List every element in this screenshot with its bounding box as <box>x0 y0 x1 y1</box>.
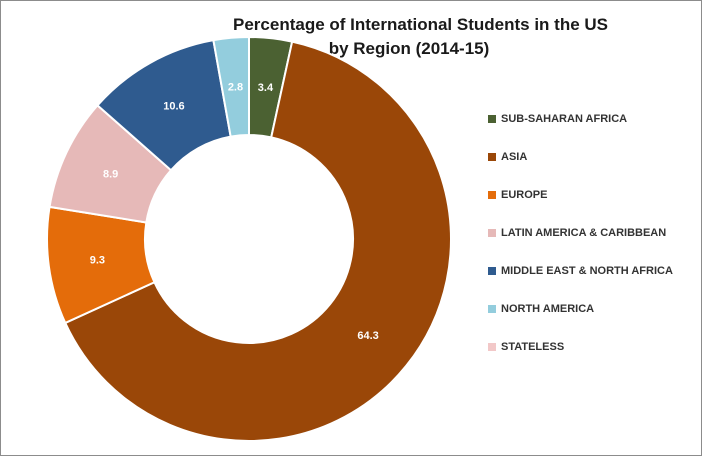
legend-item: EUROPE <box>488 185 698 204</box>
slice-value-label-0: 3.4 <box>258 82 274 94</box>
legend-swatch <box>488 190 496 199</box>
legend-item: NORTH AMERICA <box>488 299 698 318</box>
slice-value-label-5: 2.8 <box>228 82 243 94</box>
legend-label: STATELESS <box>501 340 565 353</box>
legend-swatch <box>488 266 496 275</box>
donut-slice-5 <box>212 35 250 138</box>
chart-legend: SUB-SAHARAN AFRICA ASIA EUROPE LATIN AMERIC… <box>488 109 698 375</box>
legend-swatch <box>488 342 496 351</box>
legend-label: NORTH AMERICA <box>501 302 595 315</box>
legend-item: SUB-SAHARAN AFRICA <box>488 109 698 128</box>
legend-swatch <box>488 152 496 161</box>
legend-item: ASIA <box>488 147 698 166</box>
donut-slice-1 <box>63 40 452 442</box>
chart-title: Percentage of International Students in … <box>233 13 608 61</box>
legend-label: LATIN AMERICA & CARIBBEAN <box>501 226 667 239</box>
legend-label: EUROPE <box>501 188 548 201</box>
legend-swatch <box>488 228 496 237</box>
chart-title-line-1: Percentage of International Students in … <box>233 15 608 34</box>
slice-value-label-4: 10.6 <box>163 101 184 113</box>
legend-swatch <box>488 114 496 123</box>
legend-item: MIDDLE EAST & NORTH AFRICA <box>488 261 698 280</box>
legend-label: SUB-SAHARAN AFRICA <box>501 112 628 125</box>
legend-swatch <box>488 304 496 313</box>
slice-value-label-3: 8.9 <box>103 169 118 181</box>
chart-title-line-2: by Region (2014-15) <box>328 39 490 58</box>
legend-item: LATIN AMERICA & CARIBBEAN <box>488 223 698 242</box>
slice-value-label-2: 9.3 <box>90 255 105 267</box>
legend-label: MIDDLE EAST & NORTH AFRICA <box>501 264 673 277</box>
legend-label: ASIA <box>501 150 528 163</box>
slice-value-label-1: 64.3 <box>357 330 378 342</box>
legend-item: STATELESS <box>488 337 698 356</box>
